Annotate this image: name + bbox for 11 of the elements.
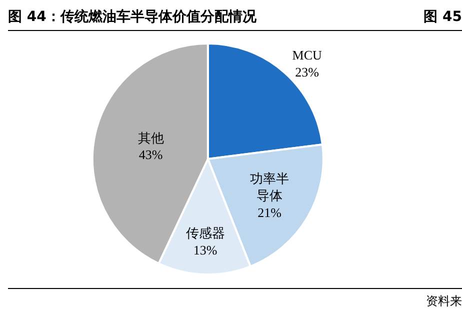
- text: 资料来: [426, 292, 462, 310]
- slice-label: 其他: [138, 130, 164, 146]
- chart-title: 图 44：传统燃油车半导体价值分配情况: [8, 8, 256, 26]
- data-label: 43%: [138, 147, 163, 162]
- slice-label: MCU: [292, 47, 322, 62]
- slice-label: 功率半导体: [250, 171, 290, 203]
- data-label: 21%: [258, 204, 282, 220]
- data-label: 13%: [193, 242, 218, 258]
- slice-label: 传感器: [186, 226, 225, 241]
- data-label: 23%: [295, 64, 320, 80]
- caption: 图 45: [424, 8, 462, 26]
